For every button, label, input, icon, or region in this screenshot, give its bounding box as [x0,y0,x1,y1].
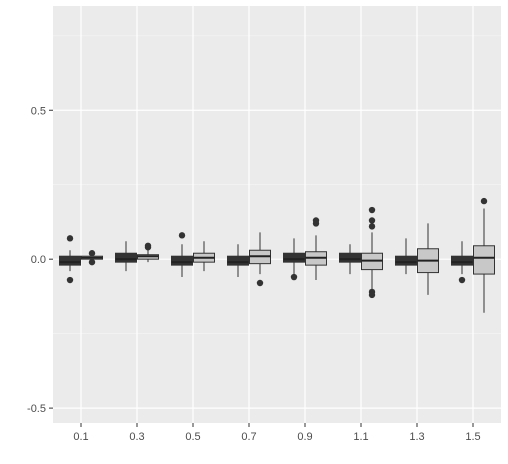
x-tick-label: 0.5 [185,431,200,443]
box-body [283,252,305,263]
box-1.1 [339,244,361,275]
box-1.3 [395,238,417,275]
box-0.5 [171,232,193,278]
box-body [227,255,249,266]
box-0.5 [193,241,215,272]
outlier-point [144,242,152,249]
series-1 [59,232,473,284]
x-tick-label: 1.1 [353,431,368,443]
plot-panel [53,6,501,423]
box-body [115,252,137,263]
outlier-point [88,258,96,266]
outlier-point [480,197,488,205]
y-axis: -0.5 0.0 0.5 [27,105,53,415]
box-body [171,255,193,266]
outlier-point [256,279,264,287]
x-tick-label: 0.7 [241,431,256,443]
outlier-point [368,223,376,230]
outlier-point [368,217,376,224]
minor-gridlines [53,35,501,334]
outlier-point [312,217,320,224]
box-0.3 [115,241,137,272]
x-tick-label: 0.9 [297,431,312,443]
y-tick-label: 0.0 [31,254,46,266]
box-body [473,245,495,275]
box-0.9 [305,217,327,281]
outlier-point [290,273,298,281]
outlier-point [178,232,186,239]
outlier-point [368,291,376,299]
box-0.7 [227,244,249,278]
box-body [395,255,417,266]
box-0.7 [249,232,271,287]
x-tick-label: 0.1 [73,431,88,443]
x-tick-label: 0.3 [129,431,144,443]
outlier-point [88,250,96,257]
x-axis: 0.1 0.3 0.5 0.7 0.9 1.1 1.3 1.5 [73,423,481,443]
major-gridlines [53,6,501,423]
box-body [451,255,473,266]
box-1.1 [361,206,383,299]
box-0.1 [81,250,103,266]
box-0.1 [59,235,81,284]
box-body [59,255,81,266]
box-0.9 [283,238,305,281]
box-1.3 [417,223,439,295]
y-tick-label: 0.5 [31,105,46,117]
x-tick-label: 1.5 [465,431,480,443]
box-1.5 [451,241,473,284]
outlier-point [66,276,74,284]
outlier-point [458,276,466,284]
box-body [339,252,361,263]
outlier-point [66,235,74,242]
y-tick-label: -0.5 [27,403,46,415]
x-tick-label: 1.3 [409,431,424,443]
box-0.3 [137,242,159,263]
outlier-point [368,206,376,214]
boxplot-series [59,197,495,313]
series-2 [81,197,495,313]
box-1.5 [473,197,495,313]
